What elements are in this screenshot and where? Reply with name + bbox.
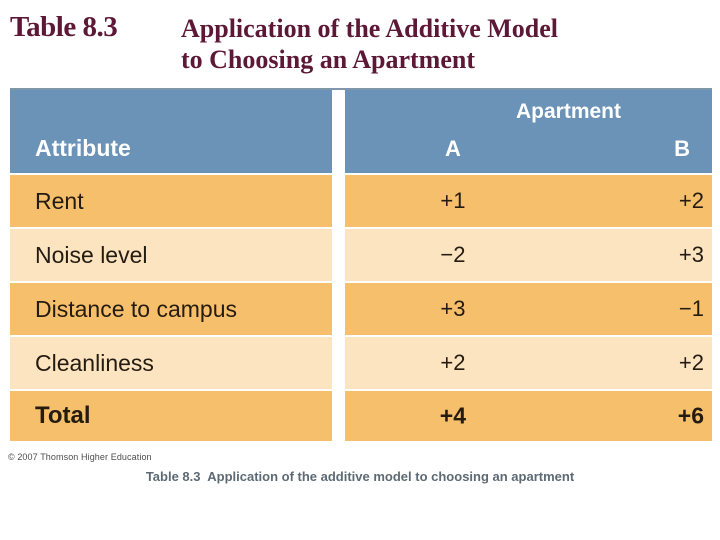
slide-title: Application of the Additive Model to Cho… (181, 13, 558, 75)
column-divider (332, 229, 345, 281)
figure-caption: Table 8.3 Application of the additive mo… (145, 469, 575, 484)
table-row-noise-level: Noise level −2 +3 (10, 229, 712, 281)
total-value-a: +4 (439, 402, 466, 429)
table-row-distance-to-campus: Distance to campus +3 −1 (10, 283, 712, 335)
column-divider (332, 90, 345, 173)
column-b-header: B (674, 136, 690, 161)
table-header-row: Attribute Apartment A B (10, 88, 712, 173)
value-a: −2 (440, 242, 466, 267)
total-values-cell: +4 +6 (345, 391, 712, 441)
attribute-cell: Distance to campus (10, 283, 332, 335)
value-b: +2 (678, 188, 704, 213)
value-a: +3 (440, 296, 466, 321)
table-row-total: Total +4 +6 (10, 391, 712, 441)
column-divider (332, 391, 345, 441)
additive-model-table: Attribute Apartment A B Rent +1 +2 Noise… (10, 88, 712, 441)
column-divider (332, 283, 345, 335)
apartment-header-cell: Apartment A B (345, 90, 712, 173)
slide-title-line2: to Choosing an Apartment (181, 45, 475, 74)
values-cell: +3 −1 (345, 283, 712, 335)
value-a: +2 (440, 350, 466, 375)
total-value-b: +6 (677, 402, 704, 429)
attribute-cell: Rent (10, 175, 332, 227)
value-b: −1 (678, 296, 704, 321)
attribute-header-cell: Attribute (10, 90, 332, 173)
slide-title-line1: Application of the Additive Model (181, 14, 559, 43)
copyright-text: © 2007 Thomson Higher Education (8, 452, 152, 462)
total-label-cell: Total (10, 391, 332, 441)
table-row-rent: Rent +1 +2 (10, 175, 712, 227)
attribute-column-header: Attribute (35, 135, 131, 161)
apartment-group-header: Apartment (515, 100, 622, 123)
value-a: +1 (440, 188, 466, 213)
values-cell: −2 +3 (345, 229, 712, 281)
column-a-header: A (444, 136, 461, 161)
values-cell: +2 +2 (345, 337, 712, 389)
values-cell: +1 +2 (345, 175, 712, 227)
attribute-cell: Noise level (10, 229, 332, 281)
table-row-cleanliness: Cleanliness +2 +2 (10, 337, 712, 389)
column-divider (332, 337, 345, 389)
attribute-cell: Cleanliness (10, 337, 332, 389)
value-b: +2 (678, 350, 704, 375)
table-number-label: Table 8.3 (10, 11, 118, 43)
column-divider (332, 175, 345, 227)
value-b: +3 (678, 242, 704, 267)
